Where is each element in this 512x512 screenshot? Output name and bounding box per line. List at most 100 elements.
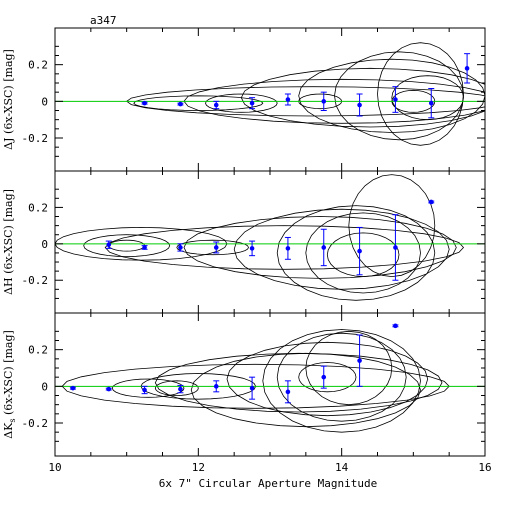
point-marker	[321, 245, 327, 250]
panel-frame	[54, 170, 486, 314]
density-contours	[126, 42, 485, 146]
contour-line	[326, 232, 400, 278]
contour-line	[276, 205, 436, 301]
panels: -0.2 0 0.2 ΔJ (6x-XSC) [mag] -0.2 0 0.2 ΔH (6x-…	[2, 27, 492, 474]
x-axis-label: 6x 7" Circular Aperture Magnitude	[159, 477, 378, 490]
data-point	[213, 100, 220, 110]
data-point	[284, 236, 291, 260]
point-marker	[249, 246, 255, 251]
data-point	[177, 101, 184, 107]
point-marker	[142, 245, 147, 250]
contour-line	[154, 380, 199, 396]
panel-3: -0.2 0 0.2 ΔKs (6x-XSC) [mag] 10 12 14 16	[2, 312, 492, 474]
point-marker	[393, 245, 398, 250]
density-contours	[55, 174, 465, 301]
data-point	[177, 384, 184, 394]
data-point	[392, 214, 399, 281]
contour-line	[133, 95, 264, 111]
panel-frame	[54, 27, 486, 172]
point-marker	[249, 385, 255, 391]
data-point	[105, 386, 112, 392]
point-marker	[70, 385, 76, 391]
point-marker	[285, 97, 291, 102]
point-marker	[106, 386, 112, 392]
x-tick-label: 16	[478, 461, 491, 474]
data-point	[105, 240, 112, 249]
y-tick-label: 0	[41, 238, 48, 251]
data-point	[249, 240, 256, 257]
y-tick-label: 0	[41, 95, 48, 108]
contour-line	[348, 174, 436, 278]
data-point	[356, 334, 363, 387]
data-point	[141, 385, 148, 395]
point-marker	[249, 100, 255, 106]
point-marker	[213, 102, 219, 108]
point-marker	[464, 66, 470, 71]
x-tick-label: 12	[192, 461, 205, 474]
point-marker	[321, 99, 327, 104]
contour-line	[305, 330, 393, 406]
panel-frame	[54, 312, 486, 457]
point-marker	[142, 387, 147, 393]
point-marker	[106, 242, 112, 248]
data-point	[177, 243, 184, 252]
data-point	[141, 100, 148, 106]
y-tick-label: -0.2	[22, 132, 49, 145]
point-marker	[285, 246, 291, 251]
x-tick-label: 14	[335, 461, 349, 474]
point-marker	[178, 386, 183, 392]
point-marker	[321, 374, 327, 380]
y-tick-label: 0.2	[28, 344, 48, 357]
data-point	[284, 380, 291, 404]
contour-line	[233, 208, 450, 290]
contour-line	[190, 352, 421, 428]
point-marker	[428, 199, 434, 205]
point-marker	[213, 384, 219, 389]
point-marker	[357, 102, 362, 108]
y-tick-label: 0.2	[28, 59, 48, 72]
y-tick-label: -0.2	[22, 274, 49, 287]
data-point	[428, 199, 435, 205]
contour-line	[262, 329, 421, 433]
contour-line	[391, 75, 464, 121]
data-point	[320, 91, 327, 111]
point-marker	[393, 97, 398, 102]
data-point	[392, 86, 399, 113]
data-point	[284, 93, 291, 106]
y-axis-label-sub: s	[8, 419, 17, 423]
point-marker	[213, 245, 219, 250]
y-axis-label: ΔH (6x-XSC) [mag]	[2, 189, 15, 295]
data-point	[356, 93, 363, 117]
data-point	[249, 376, 256, 400]
chart-title: a347	[90, 14, 117, 27]
data-point	[213, 380, 220, 393]
contour-line	[176, 239, 249, 256]
contour-line	[83, 234, 171, 258]
point-marker	[142, 100, 147, 106]
contour-line	[55, 226, 228, 261]
contour-line	[205, 93, 278, 113]
contour-line	[298, 58, 485, 133]
data-point	[213, 241, 220, 254]
contour-line	[108, 239, 146, 252]
point-marker	[285, 389, 291, 395]
point-marker	[428, 100, 434, 106]
contour-line	[104, 225, 465, 270]
point-marker	[357, 358, 362, 363]
panel-1: -0.2 0 0.2 ΔJ (6x-XSC) [mag]	[2, 27, 486, 172]
y-axis-label: ΔKs (6x-XSC) [mag]	[2, 330, 17, 439]
y-tick-label: 0.2	[28, 201, 48, 214]
point-marker	[357, 248, 362, 254]
contour-line	[298, 362, 357, 393]
y-axis-label-main: ΔK	[2, 422, 15, 439]
y-tick-label: 0	[41, 380, 48, 393]
data-point	[320, 228, 327, 267]
data-point	[464, 53, 471, 84]
data-point	[141, 245, 148, 250]
panel-2: -0.2 0 0.2 ΔH (6x-XSC) [mag]	[2, 170, 486, 314]
data-point	[69, 385, 76, 391]
y-axis-label-rest: (6x-XSC) [mag]	[2, 330, 15, 418]
y-axis-label: ΔJ (6x-XSC) [mag]	[2, 49, 15, 150]
contour-line	[111, 378, 185, 398]
contour-line	[183, 216, 457, 279]
